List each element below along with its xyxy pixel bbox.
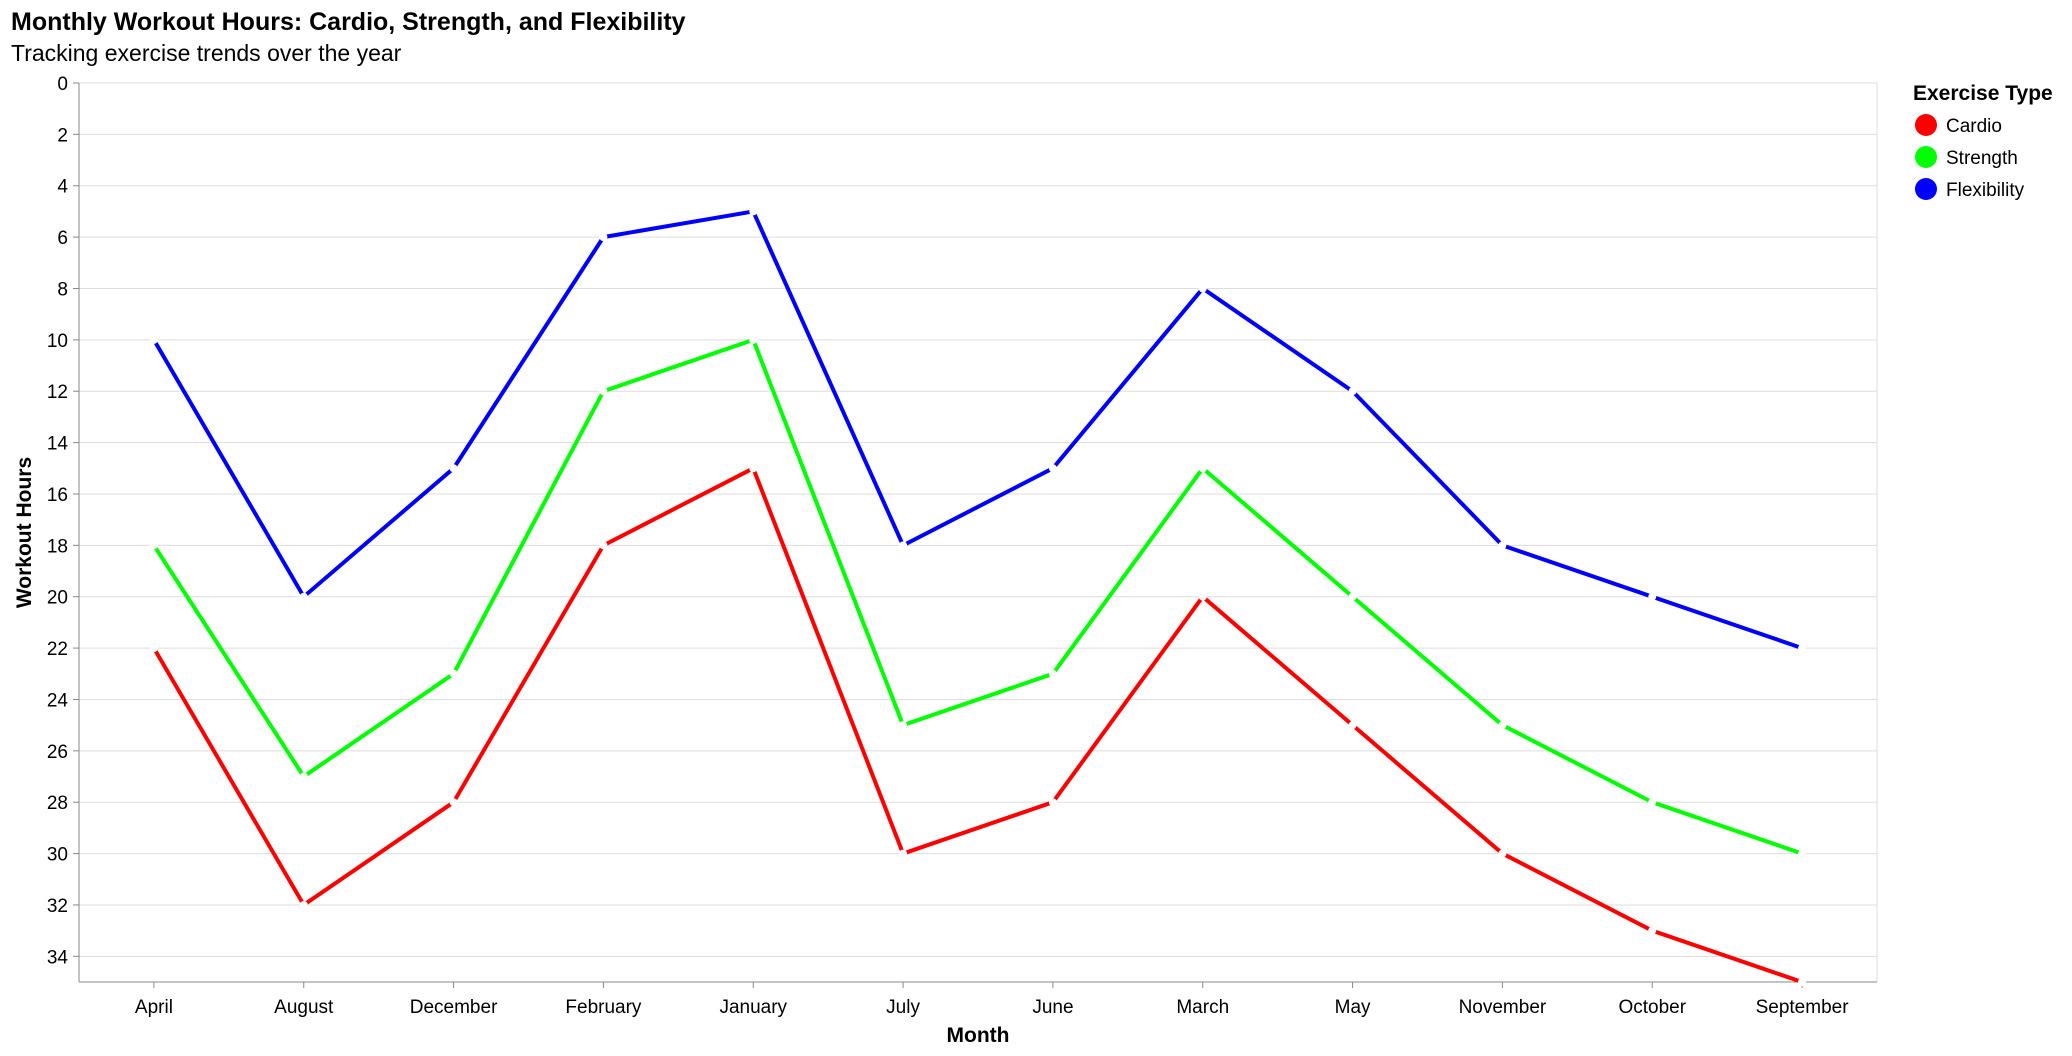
x-tick-label: July [886,997,920,1018]
y-tick-label: 18 [47,536,68,557]
plot-frame [78,82,1878,983]
data-point [1498,849,1507,858]
data-point [299,772,308,781]
series-cardio [149,464,1807,986]
data-point [1348,721,1357,730]
data-point [599,387,608,396]
x-tick-label: May [1335,997,1371,1018]
data-point [1048,798,1057,807]
x-tick-label: November [1459,997,1547,1018]
data-point [449,669,458,678]
data-point [1798,849,1807,858]
y-tick-label: 2 [57,125,68,146]
x-tick-label: September [1756,997,1850,1018]
x-tick-label: October [1618,997,1686,1018]
data-point [449,798,458,807]
y-tick-label: 6 [57,228,68,249]
series-line [152,337,1803,856]
y-tick-label: 10 [47,331,68,352]
y-tick-label: 8 [57,279,68,300]
data-point [599,233,608,242]
y-tick-label: 34 [47,947,69,968]
series-lines [149,207,1807,986]
data-point [1048,669,1057,678]
chart-title: Monthly Workout Hours: Cardio, Strength,… [11,8,686,36]
data-point [1798,644,1807,653]
data-point [899,849,908,858]
y-tick-label: 0 [57,74,68,95]
data-point [749,464,758,473]
data-point [749,335,758,344]
data-point [1198,592,1207,601]
data-point [1648,798,1657,807]
legend: Exercise Type Cardio Strength Flexibility [1913,82,2053,201]
x-axis-title: Month [947,1024,1010,1047]
data-point [1648,926,1657,935]
legend-swatch [1915,178,1937,200]
series-line [152,209,1803,650]
data-point [1498,541,1507,550]
data-point [299,592,308,601]
y-tick-label: 22 [47,639,68,660]
y-tick-label: 32 [47,896,68,917]
y-tick-label: 4 [57,177,68,198]
legend-label: Flexibility [1946,180,2025,201]
x-tick-label: April [135,997,173,1018]
series-flexibility [149,207,1807,653]
x-tick-label: February [565,997,642,1018]
x-tick-label: March [1176,997,1229,1018]
legend-label: Strength [1946,148,2018,169]
y-tick-label: 28 [47,793,68,814]
y-tick-label: 26 [47,742,68,763]
data-point [749,207,758,216]
y-tick-label: 14 [47,434,69,455]
legend-label: Cardio [1946,116,2002,137]
data-point [1198,464,1207,473]
data-point [149,541,158,550]
data-point [1198,284,1207,293]
y-tick-label: 16 [47,485,68,506]
data-point [899,541,908,550]
y-tick-label: 30 [47,845,68,866]
data-point [1798,978,1807,986]
x-tick-label: June [1032,997,1073,1018]
data-point [299,900,308,909]
gridlines [78,82,1878,983]
data-point [449,464,458,473]
data-point [1498,721,1507,730]
data-point [149,644,158,653]
legend-swatch [1915,114,1937,136]
x-tick-label: January [719,997,787,1018]
y-tick-label: 20 [47,588,68,609]
y-tick-label: 24 [47,690,69,711]
data-point [1348,592,1357,601]
legend-swatch [1915,146,1937,168]
y-tick-label: 12 [47,382,68,403]
y-axis-title: Workout Hours [13,457,36,608]
data-point [899,721,908,730]
data-point [1348,387,1357,396]
series-line [152,465,1803,984]
series-strength [149,335,1807,858]
chart-subtitle: Tracking exercise trends over the year [11,40,402,66]
data-point [149,335,158,344]
data-point [599,541,608,550]
legend-title: Exercise Type [1913,82,2053,105]
x-tick-label: December [410,997,498,1018]
data-point [1048,464,1057,473]
x-tick-label: August [274,997,334,1018]
data-point [1648,592,1657,601]
